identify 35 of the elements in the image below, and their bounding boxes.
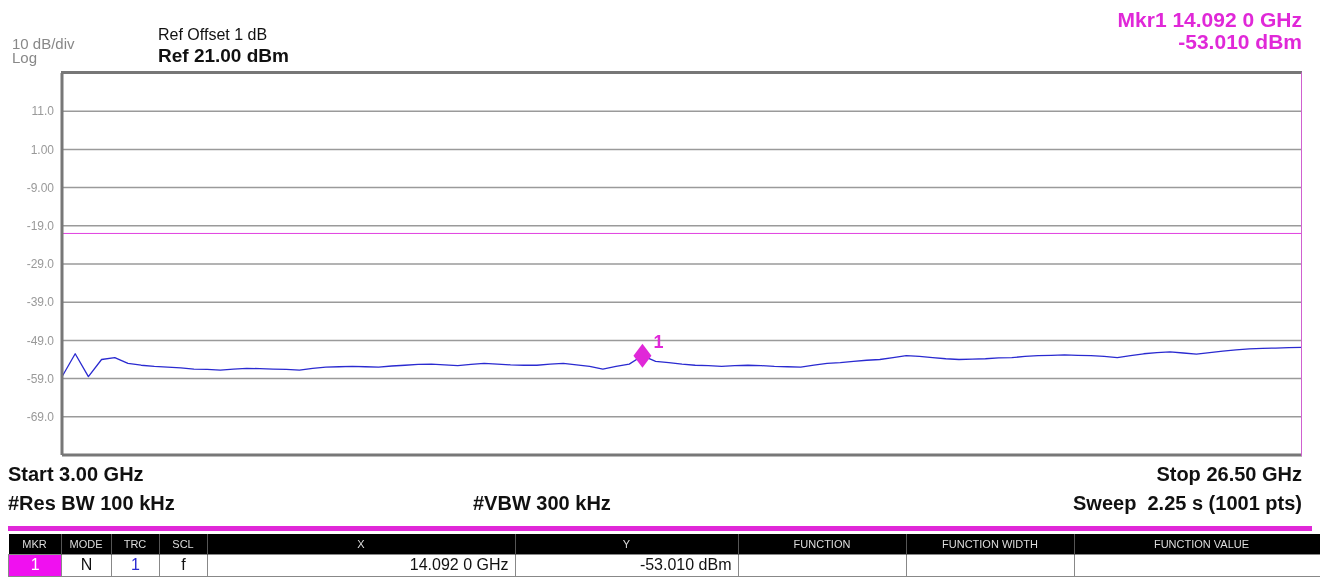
text: X bbox=[207, 534, 515, 554]
y-tick-label: -69.0 bbox=[26, 410, 55, 425]
line-series bbox=[62, 346, 1302, 378]
text: 1 bbox=[111, 554, 159, 576]
text: Mkr1 14.092 0 GHz bbox=[1117, 8, 1302, 32]
text: -53.010 dBm bbox=[1178, 30, 1302, 54]
text: 1 bbox=[8, 554, 61, 576]
text: Ref 21.00 dBm bbox=[158, 45, 289, 67]
text: SCL bbox=[159, 534, 207, 554]
text: #VBW 300 kHz bbox=[473, 492, 611, 514]
text: 14.092 0 GHz bbox=[207, 554, 515, 576]
y-tick-label: 11.0 bbox=[31, 104, 55, 119]
text: FUNCTION WIDTH bbox=[906, 534, 1074, 554]
series-label: 1 bbox=[653, 331, 664, 352]
text: N bbox=[61, 554, 111, 576]
y-tick-label: -59.0 bbox=[26, 371, 55, 386]
text: Sweep 2.25 s (1001 pts) bbox=[1072, 492, 1302, 514]
text: Start 3.00 GHz bbox=[8, 463, 144, 485]
y-tick-label: -39.0 bbox=[26, 295, 55, 310]
y-tick-label: -29.0 bbox=[26, 257, 55, 272]
text: MKR bbox=[8, 534, 61, 554]
text: f bbox=[159, 554, 207, 576]
text: Y bbox=[515, 534, 738, 554]
text: -53.010 dBm bbox=[515, 554, 738, 576]
y-tick-label: 1.00 bbox=[30, 142, 55, 157]
y-tick-label: -9.00 bbox=[26, 180, 55, 195]
text: TRC bbox=[111, 534, 159, 554]
text: MODE bbox=[61, 534, 111, 554]
text: Stop 26.50 GHz bbox=[1156, 463, 1302, 485]
text: FUNCTION VALUE bbox=[1074, 534, 1320, 554]
y-tick-label: -19.0 bbox=[26, 219, 55, 234]
text: #Res BW 100 kHz bbox=[8, 492, 175, 514]
text: Ref Offset 1 dB bbox=[158, 26, 268, 44]
y-tick-label: -49.0 bbox=[26, 333, 55, 348]
text: FUNCTION bbox=[738, 534, 906, 554]
